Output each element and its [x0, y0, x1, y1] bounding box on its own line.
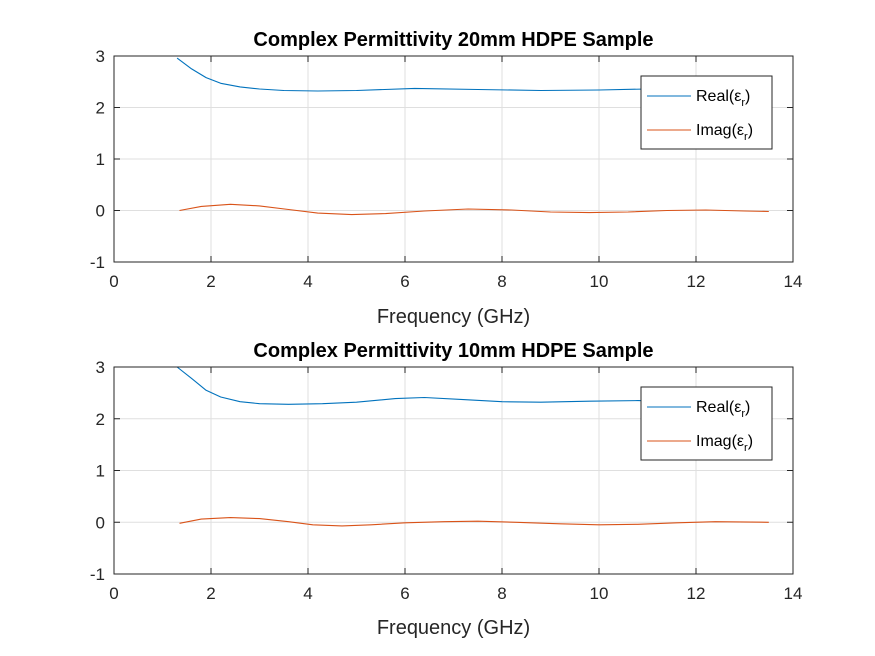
legend: Real(εr) Imag(εr) — [640, 386, 773, 461]
legend-entry: Real(εr) — [696, 399, 750, 420]
x-tick-label: 14 — [784, 272, 803, 291]
x-tick-label: 2 — [206, 272, 215, 291]
x-tick-label: 6 — [400, 584, 409, 603]
x-tick-label: 0 — [109, 584, 118, 603]
y-tick-label: 1 — [96, 462, 105, 481]
legend-entry: Imag(εr) — [696, 122, 753, 143]
x-axis-label: Frequency (GHz) — [377, 617, 530, 639]
y-tick-label: 2 — [96, 410, 105, 429]
x-tick-label: 0 — [109, 272, 118, 291]
legend-entry: Imag(εr) — [696, 433, 753, 454]
y-tick-label: 2 — [96, 99, 105, 118]
x-tick-label: 4 — [303, 584, 312, 603]
y-tick-label: -1 — [90, 253, 105, 272]
x-tick-label: 14 — [784, 584, 803, 603]
y-tick-label: -1 — [90, 565, 105, 584]
y-tick-label: 0 — [96, 513, 105, 532]
y-tick-label: 3 — [96, 358, 105, 377]
y-tick-label: 3 — [96, 47, 105, 66]
axes-box — [113, 366, 794, 575]
x-axis-label: Frequency (GHz) — [377, 306, 530, 328]
x-tick-label: 12 — [687, 584, 706, 603]
x-tick-label: 8 — [497, 272, 506, 291]
chart-title: Complex Permittivity 20mm HDPE Sample — [253, 29, 653, 51]
y-tick-label: 1 — [96, 150, 105, 169]
x-tick-label: 8 — [497, 584, 506, 603]
series-line-real — [176, 366, 769, 405]
legend-entry: Real(εr) — [696, 88, 750, 109]
axes-box — [113, 55, 794, 263]
legend-box — [640, 75, 773, 150]
x-tick-label: 2 — [206, 584, 215, 603]
x-tick-label: 12 — [687, 272, 706, 291]
legend: Real(εr) Imag(εr) — [640, 75, 773, 150]
x-tick-label: 10 — [590, 584, 609, 603]
chart-title: Complex Permittivity 10mm HDPE Sample — [253, 340, 653, 362]
x-tick-label: 6 — [400, 272, 409, 291]
x-tick-label: 10 — [590, 272, 609, 291]
series-line-imag — [179, 517, 769, 527]
legend-box — [640, 386, 773, 461]
x-tick-label: 4 — [303, 272, 312, 291]
y-tick-label: 0 — [96, 202, 105, 221]
series-line-imag — [179, 203, 769, 216]
